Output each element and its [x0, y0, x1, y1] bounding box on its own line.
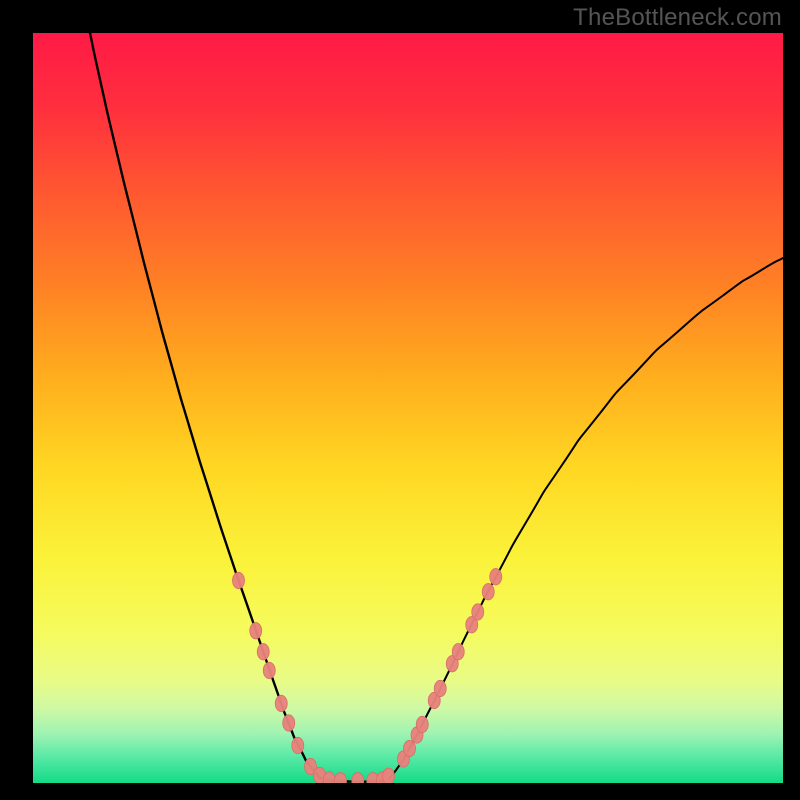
- scatter-point: [452, 644, 464, 660]
- scatter-point: [472, 604, 484, 620]
- chart-stage: TheBottleneck.com: [0, 0, 800, 800]
- scatter-point: [257, 644, 269, 660]
- bottleneck-chart: [0, 0, 800, 800]
- scatter-point: [434, 680, 446, 696]
- scatter-point: [490, 569, 502, 585]
- scatter-point: [482, 584, 494, 600]
- scatter-point: [275, 695, 287, 711]
- scatter-point: [263, 662, 275, 678]
- gradient-background: [33, 33, 783, 783]
- scatter-point: [233, 572, 245, 588]
- scatter-point: [404, 740, 416, 756]
- scatter-point: [250, 623, 262, 639]
- scatter-point: [383, 768, 395, 784]
- scatter-point: [416, 716, 428, 732]
- scatter-point: [292, 737, 304, 753]
- scatter-point: [283, 715, 295, 731]
